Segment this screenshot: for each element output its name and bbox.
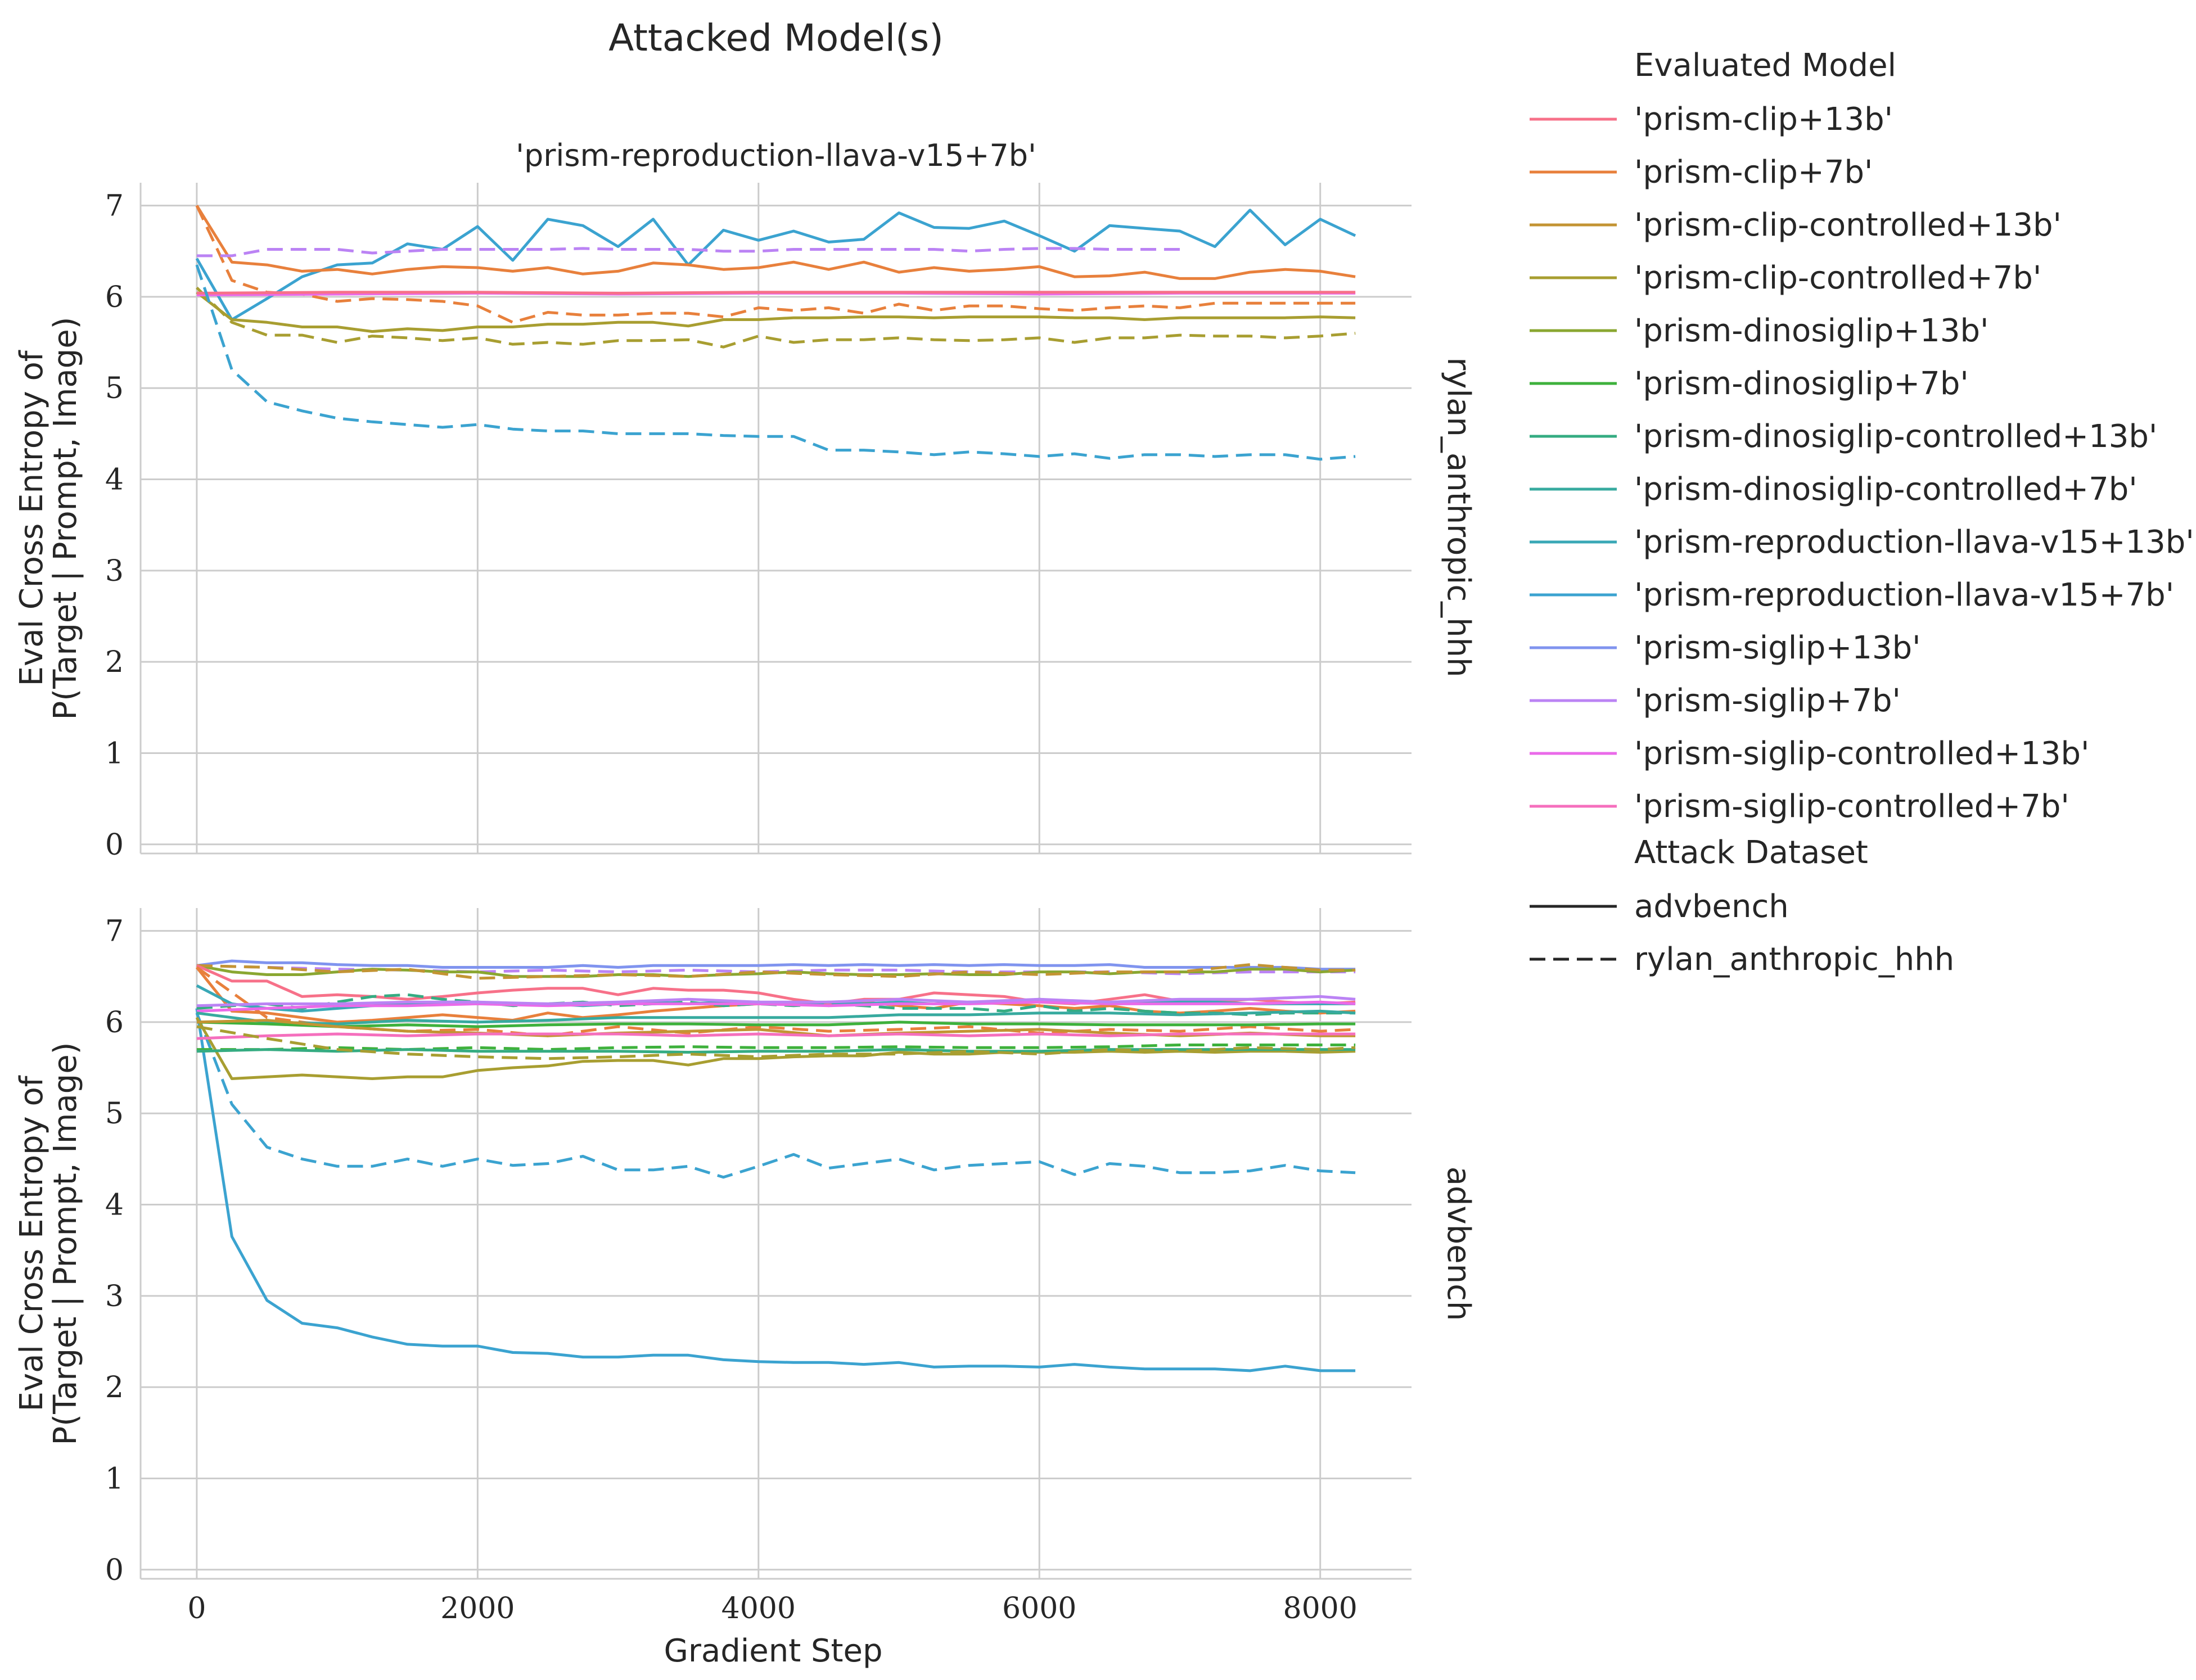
x-tick-label: 2000 (440, 1592, 515, 1625)
y-tick-label: 7 (105, 915, 124, 949)
y-tick-label: 7 (105, 189, 124, 223)
y-axis-title-bottom-line2: P(Target | Prompt, Image) (47, 1042, 84, 1445)
series-line (196, 291, 1356, 333)
legend-style-title: Attack Dataset (1634, 834, 1868, 871)
y-tick-label: 2 (105, 645, 124, 679)
legend-label: 'prism-dinosiglip-controlled+7b' (1634, 471, 2138, 508)
legend-label: 'prism-siglip-controlled+13b' (1634, 735, 2089, 772)
y-tick-label: 1 (105, 737, 124, 770)
legend-label: 'prism-siglip+7b' (1634, 683, 1901, 719)
series-line (196, 1032, 1356, 1040)
y-tick-label: 6 (105, 281, 124, 314)
series-line (195, 264, 1356, 461)
series-line (196, 964, 1356, 1005)
panel-bottom: 0 1 2 3 4 5 6 7 0 2000 4000 6000 8000 (105, 908, 1412, 1625)
series-line (196, 959, 1356, 971)
legend-label: 'prism-clip+7b' (1634, 154, 1873, 191)
y-tick-label: 5 (105, 1097, 124, 1131)
legend: Evaluated Model 'prism-clip+13b''prism-c… (1530, 47, 2194, 978)
series-line (196, 291, 1356, 295)
y-tick-label: 0 (105, 828, 124, 862)
series-line (196, 1020, 1356, 1028)
x-tick-label: 6000 (1002, 1592, 1076, 1625)
y-tick-label: 6 (105, 1006, 124, 1040)
legend-label: 'prism-siglip+13b' (1634, 630, 1921, 666)
series-line (195, 1008, 1356, 1372)
series-line (195, 1017, 1356, 1080)
y-tick-label: 0 (105, 1553, 124, 1587)
legend-label: 'prism-dinosiglip+7b' (1634, 365, 1969, 402)
series-line (196, 1025, 1356, 1060)
facet-title: 'prism-reproduction-llava-v15+7b' (516, 138, 1036, 173)
y-axis-title-top-line2: P(Target | Prompt, Image) (47, 317, 84, 720)
series-line (196, 1009, 1356, 1026)
legend-label: advbench (1634, 888, 1789, 925)
x-tick-label: 0 (187, 1592, 206, 1625)
y-tick-label: 5 (105, 372, 124, 405)
legend-models: 'prism-clip+13b' 'prism-clip+7b' 'prism-cl… (1530, 101, 2194, 825)
series-line (196, 286, 1356, 349)
legend-label: 'prism-clip-controlled+7b' (1634, 260, 2041, 296)
y-tick-label: 1 (105, 1462, 124, 1496)
series-line (195, 205, 1356, 280)
legend-label: 'prism-clip+13b' (1634, 101, 1893, 138)
legend-label: 'prism-reproduction-llava-v15+7b' (1634, 577, 2174, 613)
y-tick-label: 2 (105, 1371, 124, 1404)
chart-title: Attacked Model(s) (608, 16, 944, 60)
panel-top: 0 1 2 3 4 5 6 7 (105, 183, 1412, 862)
y-axis-title-top-line1: Eval Cross Entropy of (13, 350, 50, 686)
legend-hue-title: Evaluated Model (1634, 47, 1896, 84)
y-tick-label: 3 (105, 554, 124, 588)
x-tick-label: 4000 (722, 1592, 796, 1625)
y-tick-label: 4 (105, 463, 124, 497)
row-label-top: rylan_anthropic_hhh (1440, 357, 1477, 677)
y-tick-label: 4 (105, 1189, 124, 1222)
x-axis-title: Gradient Step (664, 1633, 882, 1669)
legend-label: rylan_anthropic_hhh (1634, 941, 1954, 978)
y-axis-title-bottom-line1: Eval Cross Entropy of (13, 1075, 50, 1411)
x-tick-label: 8000 (1283, 1592, 1358, 1625)
legend-label: 'prism-dinosiglip+13b' (1634, 313, 1988, 349)
series-line (196, 963, 1356, 980)
legend-label: 'prism-dinosiglip-controlled+13b' (1634, 418, 2157, 455)
series-line (196, 995, 1356, 1008)
row-label-bottom: advbench (1440, 1167, 1477, 1321)
y-tick-label: 3 (105, 1280, 124, 1313)
legend-label: 'prism-clip-controlled+13b' (1634, 207, 2062, 243)
legend-label: 'prism-siglip-controlled+7b' (1634, 788, 2069, 825)
legend-datasets: advbench rylan_anthropic_hhh (1530, 888, 1954, 978)
series-line (195, 1012, 1356, 1179)
series-line (196, 1000, 1356, 1013)
legend-label: 'prism-reproduction-llava-v15+13b' (1634, 524, 2194, 561)
series-line (195, 205, 1356, 324)
